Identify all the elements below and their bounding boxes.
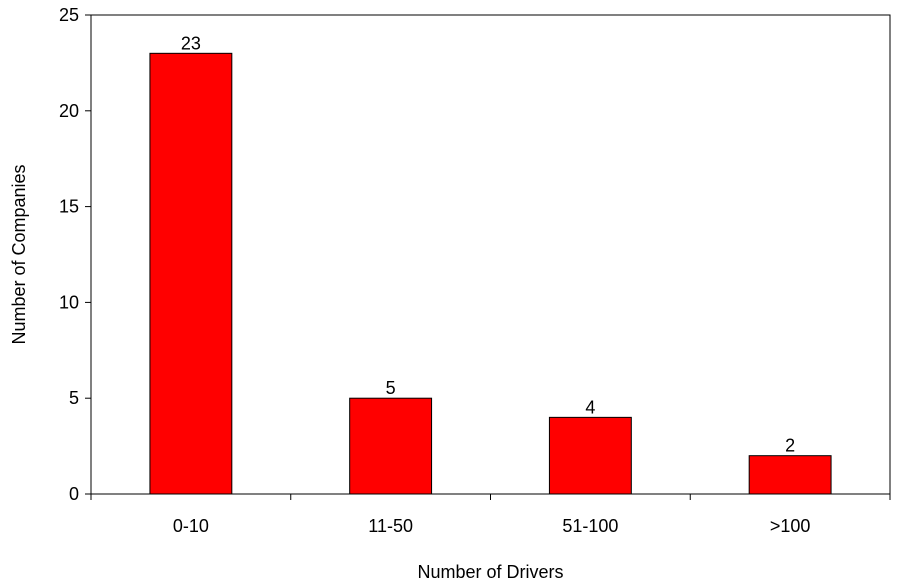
y-tick-label: 15	[59, 197, 79, 217]
data-labels: 23 5 4 2	[181, 33, 795, 455]
data-label: 23	[181, 33, 201, 53]
bar	[349, 397, 433, 495]
y-axis-title: Number of Companies	[9, 164, 29, 344]
x-axis-title: Number of Drivers	[417, 562, 563, 582]
y-axis-ticks: 0 5 10 15 20 25	[59, 5, 91, 504]
x-tick-label: >100	[770, 516, 811, 536]
x-tick-label: 0-10	[173, 516, 209, 536]
x-tick-label: 11-50	[368, 516, 413, 536]
y-tick-label: 10	[59, 292, 79, 312]
y-tick-label: 20	[59, 101, 79, 121]
y-tick-label: 5	[69, 388, 79, 408]
bars-layer	[149, 52, 832, 495]
bar	[548, 416, 632, 495]
data-label: 5	[386, 378, 396, 398]
bar	[149, 52, 233, 495]
x-tick-label: 51-100	[562, 516, 618, 536]
y-tick-label: 25	[59, 5, 79, 25]
data-label: 4	[585, 397, 595, 417]
x-axis-ticks: 0-10 11-50 51-100 >100	[90, 494, 891, 536]
bar	[748, 455, 832, 495]
y-tick-label: 0	[69, 484, 79, 504]
data-label: 2	[785, 436, 795, 456]
